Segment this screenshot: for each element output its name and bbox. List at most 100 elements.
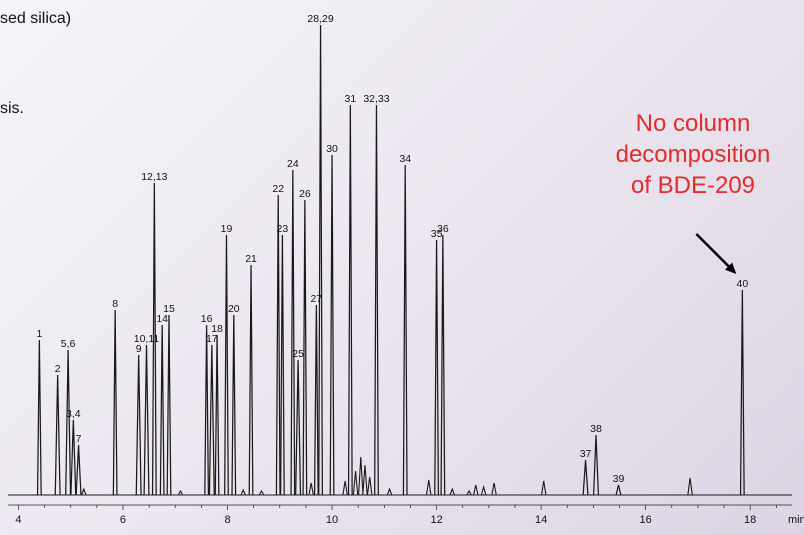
peak-label-32-33: 32,33 (363, 93, 389, 105)
minor-peak (687, 477, 693, 496)
peak-25 (295, 359, 302, 496)
annotation-line-3: of BDE-209 (630, 172, 756, 199)
peak-7 (75, 444, 82, 496)
peak-label-22: 22 (272, 183, 284, 195)
minor-peak (426, 479, 432, 496)
peak-9 (135, 354, 142, 496)
minor-peak (177, 489, 184, 496)
chromatogram-trace (8, 24, 792, 496)
annotation-arrow (695, 233, 737, 274)
peak-label-36: 36 (437, 223, 449, 235)
minor-peak (473, 484, 479, 496)
minor-peaks (81, 456, 693, 496)
peak-27 (313, 304, 319, 496)
x-tick-label: 4 (15, 514, 21, 526)
annotation-line-1: No column (635, 110, 751, 137)
peak-label-38: 38 (590, 423, 602, 435)
peak-label-14: 14 (156, 313, 168, 325)
peak-label-34: 34 (399, 153, 411, 165)
peak-26 (302, 199, 308, 496)
minor-peak (362, 464, 368, 496)
peak-28-29 (318, 24, 323, 496)
peak-label-1: 1 (36, 328, 42, 340)
minor-peak (480, 484, 487, 496)
peak-5-6 (65, 349, 72, 496)
minor-peak (258, 489, 265, 496)
annotation-arrow-head (725, 262, 737, 274)
x-tick-label: 6 (120, 514, 126, 526)
peak-21 (248, 264, 254, 496)
peak-38 (592, 434, 600, 496)
x-axis: 4 6 8 10 12 14 16 18 min (8, 504, 804, 526)
x-tick-label: 18 (744, 514, 756, 526)
peak-39 (615, 484, 622, 496)
peak-label-3-4: 3,4 (66, 408, 81, 420)
peak-22 (275, 194, 281, 496)
peak-label-24: 24 (287, 158, 299, 170)
peak-label-25: 25 (292, 348, 304, 360)
peak-label-31: 31 (345, 93, 357, 105)
minor-peak (366, 476, 373, 496)
top-text-fragment-2: sis. (0, 100, 24, 117)
peak-label-30: 30 (326, 143, 338, 155)
peak-2 (54, 374, 61, 496)
peak-40 (739, 289, 745, 496)
peak-10-11 (143, 344, 150, 496)
minor-peak (308, 482, 314, 496)
peak-23 (279, 234, 285, 496)
minor-peak (491, 482, 497, 496)
peak-34 (402, 164, 408, 496)
peak-label-39: 39 (613, 473, 625, 485)
peak-label-19: 19 (221, 223, 233, 235)
x-tick-label: 10 (326, 514, 338, 526)
minor-peak (358, 456, 364, 496)
annotation-arrow-shaft (695, 233, 730, 268)
peak-label-23: 23 (277, 223, 289, 235)
peak-19 (224, 234, 229, 496)
peak-16 (204, 324, 210, 496)
red-annotation: No column decomposition of BDE-209 (602, 108, 784, 201)
minor-peak (352, 470, 359, 496)
x-tick-label: 16 (640, 514, 652, 526)
x-tick-label: 14 (535, 514, 547, 526)
peak-1 (36, 339, 42, 496)
peak-label-35: 35 (431, 228, 443, 240)
peak-label-26: 26 (299, 188, 311, 200)
top-text-fragment-1: sed silica) (0, 10, 72, 27)
peak-35 (434, 239, 440, 496)
minor-peak (342, 480, 348, 496)
minor-peak (81, 487, 87, 496)
peak-24 (290, 169, 296, 496)
peak-label-20: 20 (228, 303, 240, 315)
minor-peak (466, 489, 472, 496)
peak-label-5-6: 5,6 (61, 338, 76, 350)
x-tick-label: 12 (430, 514, 442, 526)
x-axis-unit-label: min (788, 514, 804, 526)
peak-label-16: 16 (201, 313, 213, 325)
peak-12-13 (151, 182, 157, 496)
peak-8 (112, 309, 118, 496)
peak-3-4 (70, 419, 77, 496)
minor-peak (449, 487, 455, 496)
peak-32-33 (374, 104, 379, 496)
peak-17 (208, 344, 215, 496)
minor-peak (386, 487, 393, 496)
peak-20 (231, 314, 237, 496)
peak-label-9: 9 (136, 343, 142, 355)
peak-label-21: 21 (245, 253, 257, 265)
peak-14 (159, 324, 165, 496)
peak-label-37: 37 (580, 448, 592, 460)
peak-36 (440, 234, 446, 496)
peak-label-8: 8 (112, 298, 118, 310)
peak-label-40: 40 (737, 278, 749, 290)
annotation-line-2: decomposition (615, 141, 771, 168)
peak-label-12-13: 12,13 (141, 171, 167, 183)
peak-30 (329, 154, 335, 496)
peak-18 (214, 334, 220, 496)
peak-label-17: 17 (206, 333, 218, 345)
peak-31 (347, 104, 353, 496)
minor-peak (540, 480, 547, 496)
peak-label-7: 7 (76, 433, 82, 445)
